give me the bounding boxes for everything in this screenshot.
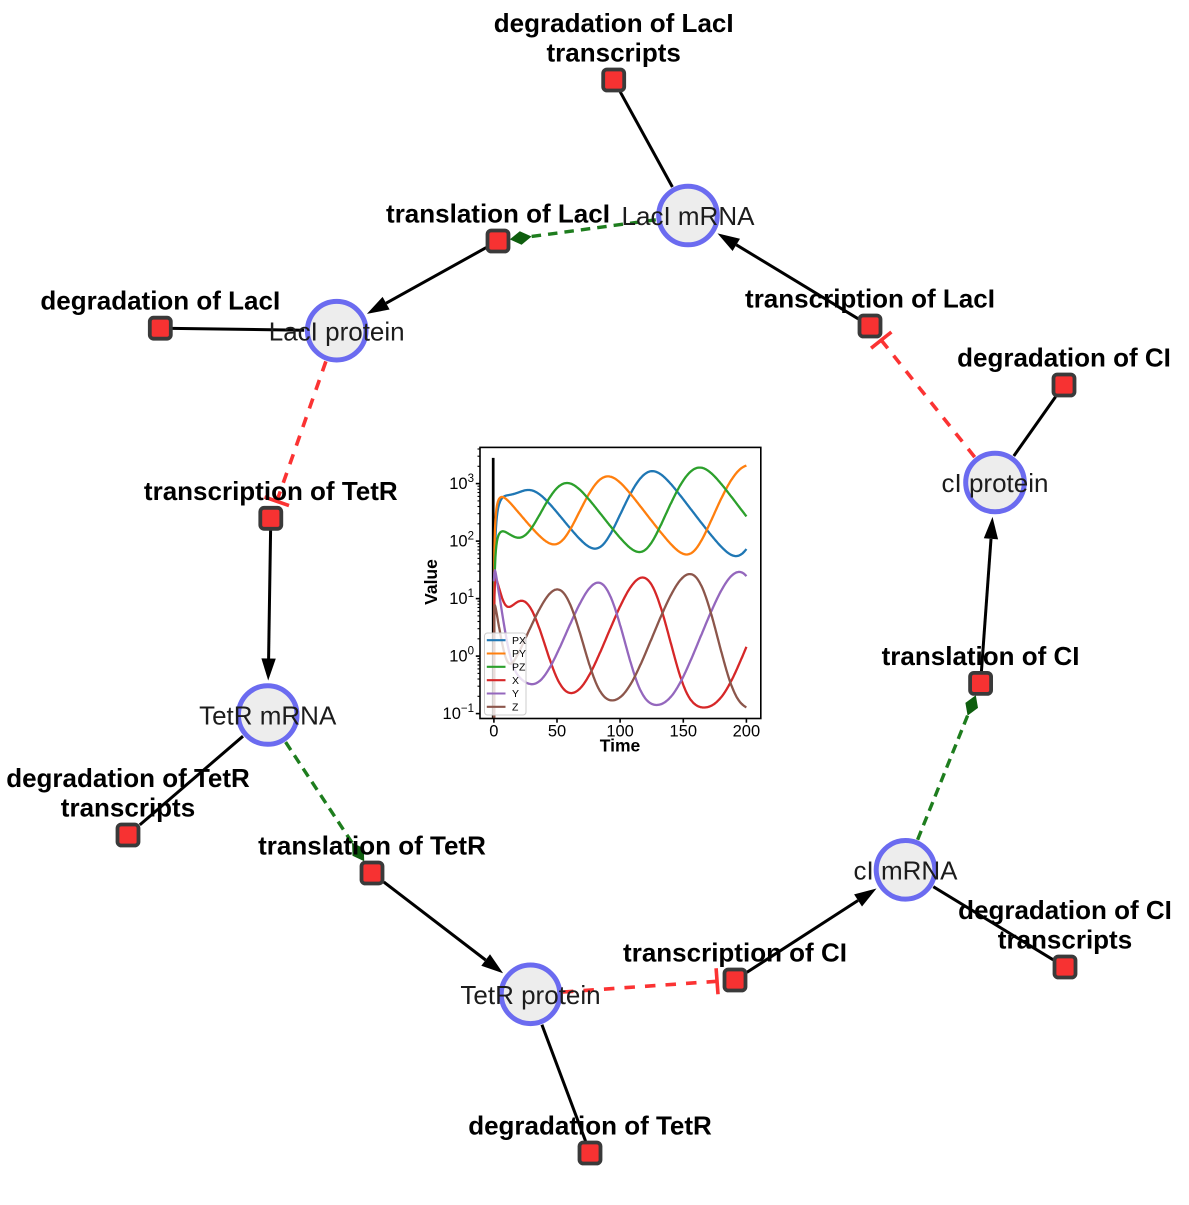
svg-text:cI protein: cI protein xyxy=(942,468,1049,498)
svg-text:X: X xyxy=(512,675,519,687)
svg-text:LacI mRNA: LacI mRNA xyxy=(622,201,756,231)
svg-text:Y: Y xyxy=(512,688,519,700)
svg-text:transcription of TetR: transcription of TetR xyxy=(144,476,398,506)
svg-text:cI mRNA: cI mRNA xyxy=(854,856,959,886)
svg-text:PZ: PZ xyxy=(512,661,526,673)
svg-text:transcripts: transcripts xyxy=(998,925,1132,955)
svg-text:degradation of CI: degradation of CI xyxy=(958,895,1172,925)
svg-text:0: 0 xyxy=(489,723,498,741)
svg-text:TetR protein: TetR protein xyxy=(460,980,600,1010)
svg-text:degradation of TetR: degradation of TetR xyxy=(468,1111,712,1141)
svg-text:translation of LacI: translation of LacI xyxy=(386,199,610,229)
svg-text:150: 150 xyxy=(670,723,698,741)
svg-text:200: 200 xyxy=(733,723,761,741)
svg-text:transcripts: transcripts xyxy=(547,38,681,68)
svg-text:LacI protein: LacI protein xyxy=(269,316,405,346)
svg-text:degradation of CI: degradation of CI xyxy=(957,343,1171,373)
svg-text:degradation of LacI: degradation of LacI xyxy=(494,8,734,38)
svg-text:transcription of LacI: transcription of LacI xyxy=(745,284,995,314)
svg-text:PY: PY xyxy=(512,648,526,660)
svg-text:degradation of TetR: degradation of TetR xyxy=(6,763,250,793)
svg-text:PX: PX xyxy=(512,635,526,647)
svg-text:transcripts: transcripts xyxy=(61,793,195,823)
svg-text:Value: Value xyxy=(421,559,441,605)
svg-text:translation of TetR: translation of TetR xyxy=(258,831,486,861)
svg-text:50: 50 xyxy=(548,723,566,741)
svg-text:100: 100 xyxy=(606,723,634,741)
svg-text:degradation of LacI: degradation of LacI xyxy=(40,286,280,316)
svg-text:TetR mRNA: TetR mRNA xyxy=(199,701,337,731)
svg-text:translation of CI: translation of CI xyxy=(882,641,1080,671)
svg-text:Time: Time xyxy=(600,736,641,756)
svg-text:Z: Z xyxy=(512,701,519,713)
svg-text:transcription of CI: transcription of CI xyxy=(623,938,847,968)
